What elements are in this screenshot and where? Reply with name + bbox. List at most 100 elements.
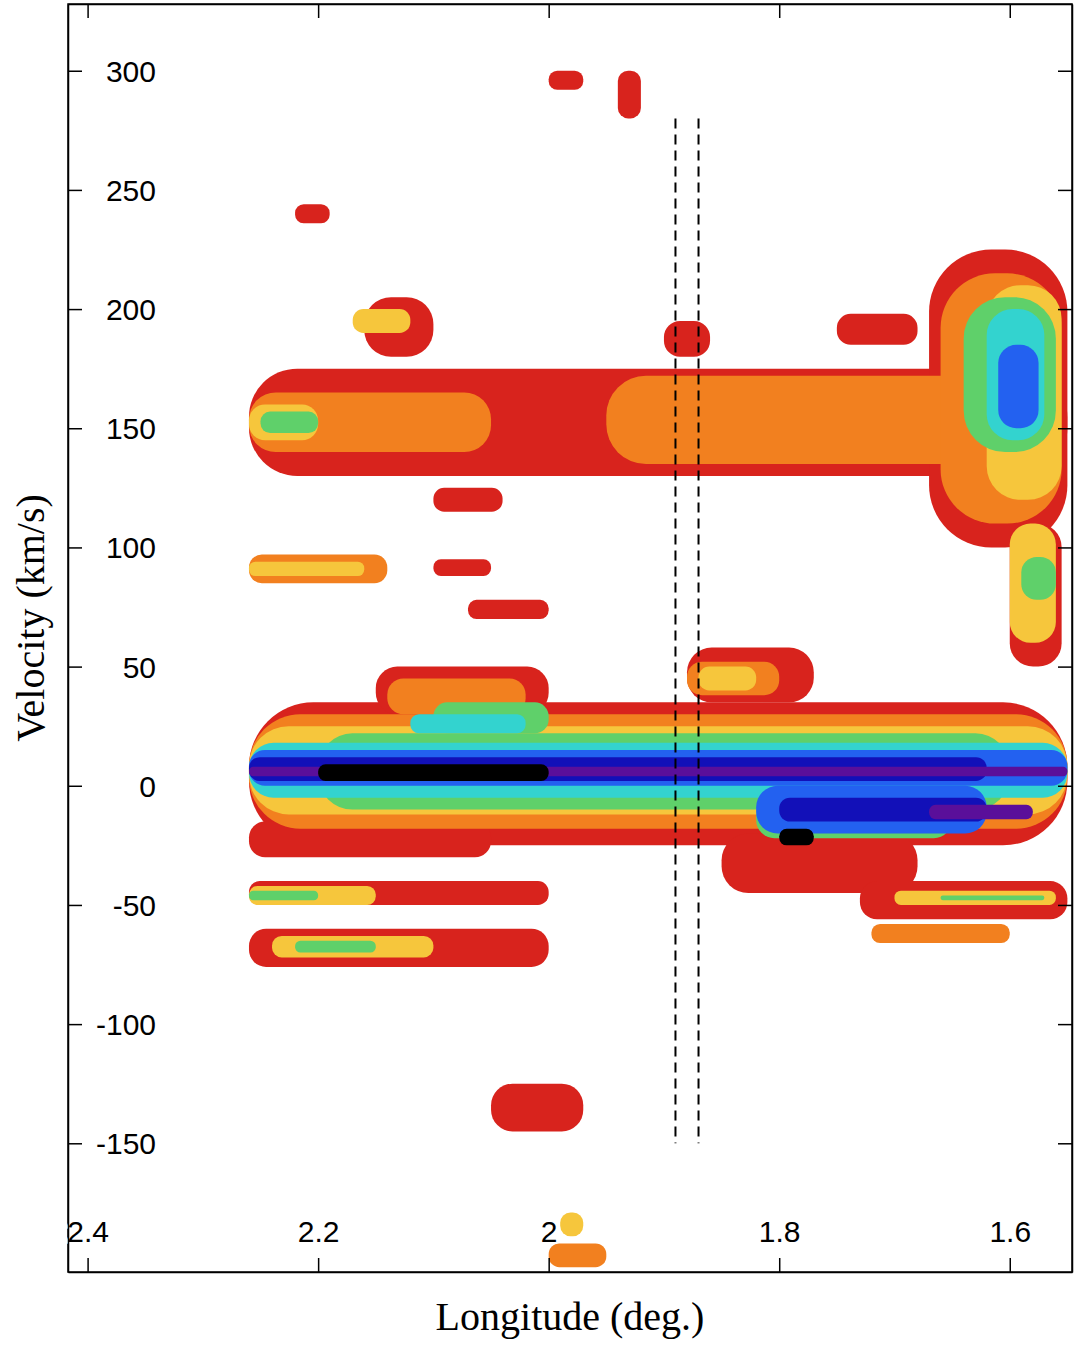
tick: 1.6 — [989, 1215, 1031, 1272]
tick-label: -150 — [96, 1127, 156, 1160]
annotations — [675, 118, 698, 1143]
tick — [1058, 667, 1072, 668]
tick-mark — [1058, 70, 1072, 72]
cell — [249, 881, 549, 905]
cell — [687, 662, 779, 695]
tick-mark — [1058, 1024, 1072, 1026]
tick — [549, 4, 550, 18]
cell — [433, 488, 502, 512]
tick-mark — [318, 4, 320, 18]
x-axis: 2.4 2.2 2 1.8 1.6 — [67, 1215, 1072, 1273]
cell — [249, 886, 376, 905]
cell — [779, 829, 814, 846]
axis-line — [1072, 5, 1074, 1273]
cell — [837, 314, 918, 345]
tick — [779, 4, 780, 18]
cell — [261, 412, 319, 433]
tick: 2 — [541, 1215, 558, 1272]
tick-mark — [1010, 4, 1012, 18]
tick-mark — [779, 1258, 781, 1272]
tick-mark — [1010, 1258, 1012, 1272]
cell — [353, 309, 411, 333]
cell — [987, 309, 1045, 440]
axis-line — [69, 1272, 1073, 1274]
tick-mark — [68, 309, 82, 311]
cell — [295, 941, 376, 953]
cell — [249, 555, 387, 584]
tick-label: 1.8 — [759, 1215, 801, 1248]
cell — [1021, 557, 1056, 600]
tick-mark — [1058, 786, 1072, 788]
tick: 100 — [68, 531, 156, 564]
cell — [491, 1084, 583, 1132]
tick-mark — [68, 70, 82, 72]
x-axis-title: Longitude (deg.) — [436, 1294, 705, 1339]
cell — [929, 249, 1067, 547]
cell — [929, 805, 1033, 819]
tick-mark — [1058, 666, 1072, 668]
tick — [318, 4, 319, 18]
cell — [249, 404, 318, 440]
tick-mark — [68, 1024, 82, 1026]
tick: 50 — [68, 651, 156, 684]
tick — [1058, 905, 1072, 906]
tick: 300 — [68, 55, 156, 88]
cell — [318, 764, 549, 781]
tick-label: 150 — [106, 412, 156, 445]
tick-label: 100 — [106, 531, 156, 564]
cell — [249, 891, 318, 901]
tick-mark — [68, 428, 82, 430]
tick — [1058, 71, 1072, 72]
tick-label: 300 — [106, 55, 156, 88]
tick — [1058, 786, 1072, 787]
cell — [249, 562, 364, 576]
cell — [941, 895, 1045, 900]
cell — [249, 702, 1067, 845]
tick: -150 — [68, 1127, 156, 1160]
tick: -50 — [68, 889, 156, 922]
tick-mark — [779, 4, 781, 18]
tick-mark — [87, 4, 89, 18]
y-axis: -150 -100 -50 0 50 100 150 200 250 300 — [68, 5, 156, 1273]
tick — [1058, 309, 1072, 310]
tick-mark — [68, 190, 82, 192]
cell — [433, 559, 491, 576]
chart: 2.4 2.2 2 1.8 1.6 -150 -100 -50 0 50 100 150 200 250 3… — [0, 0, 1079, 1351]
tick: 150 — [68, 412, 156, 445]
tick-label: 2.4 — [67, 1215, 109, 1248]
tick-mark — [548, 1258, 550, 1272]
cell — [687, 648, 814, 703]
tick-label: 250 — [106, 174, 156, 207]
tick-label: 1.6 — [989, 1215, 1031, 1248]
cell — [249, 393, 491, 453]
tick: 0 — [68, 770, 156, 803]
tick: 200 — [68, 293, 156, 326]
tick-mark — [68, 905, 82, 907]
tick: -100 — [68, 1008, 156, 1041]
tick-mark — [68, 786, 82, 788]
tick-label: 200 — [106, 293, 156, 326]
tick-mark — [1058, 309, 1072, 311]
tick-mark — [318, 1258, 320, 1272]
cell — [871, 924, 1009, 943]
tick-label: -50 — [113, 889, 156, 922]
cell — [249, 714, 1067, 828]
y-axis-title: Velocity (km/s) — [8, 494, 53, 742]
tick-label: 2 — [541, 1215, 558, 1248]
cell — [560, 1212, 583, 1236]
cell — [295, 204, 330, 223]
axis-line — [68, 5, 70, 1273]
tick — [1010, 4, 1011, 18]
tick-mark — [68, 666, 82, 668]
tick-mark — [68, 547, 82, 549]
tick: 2.4 — [67, 1215, 109, 1272]
tick-mark — [1058, 547, 1072, 549]
cell — [699, 667, 757, 691]
tick-label: -100 — [96, 1008, 156, 1041]
cell — [618, 71, 641, 119]
cell — [964, 297, 1056, 452]
cell — [549, 71, 584, 90]
tick: 2.2 — [298, 1215, 340, 1272]
tick — [1058, 1143, 1072, 1144]
cell — [249, 750, 1067, 786]
